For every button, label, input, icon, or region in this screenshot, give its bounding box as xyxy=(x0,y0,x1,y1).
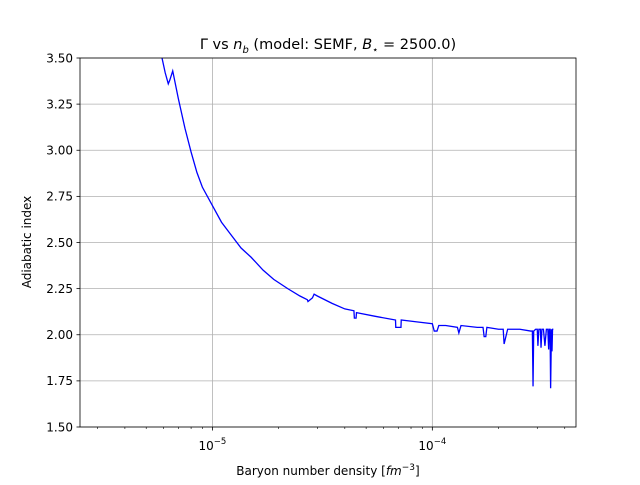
axis-ticks: 1.50 1.75 2.00 2.25 2.50 2.75 3.00 3.25 3.50 10−5… xyxy=(46,51,566,453)
y-axis-label: Adiabatic index xyxy=(20,196,34,289)
y-tick-label: 2.00 xyxy=(46,328,73,342)
x-tick-label: 10−4 xyxy=(418,437,446,453)
title-vs: vs xyxy=(208,37,233,53)
title-b: B xyxy=(362,37,372,53)
y-tick-label: 1.50 xyxy=(46,420,73,434)
x-label-close: ] xyxy=(415,464,420,478)
x-label-unit: fm xyxy=(386,464,402,478)
title-n: n xyxy=(233,37,242,53)
y-tick-label: 2.75 xyxy=(46,190,73,204)
title-gamma: Γ xyxy=(200,37,208,53)
x-label-exponent: −3 xyxy=(402,463,415,473)
plot-area xyxy=(161,58,554,389)
x-axis-label: Baryon number density [fm−3] xyxy=(236,463,419,478)
title-n-subscript: b xyxy=(242,45,248,56)
series-line xyxy=(161,58,554,389)
x-label-text: Baryon number density [ xyxy=(236,464,386,478)
y-tick-label: 2.50 xyxy=(46,236,73,250)
y-tick-label: 2.25 xyxy=(46,282,73,296)
chart-title: Γ vs nb (model: SEMF, B⋆ = 2500.0) xyxy=(200,37,456,56)
title-model: (model: SEMF, xyxy=(249,37,362,53)
y-tick-label: 1.75 xyxy=(46,374,73,388)
x-tick-label: 10−5 xyxy=(199,437,227,453)
y-tick-label: 3.25 xyxy=(46,97,73,111)
plot-frame xyxy=(79,57,577,428)
title-b-subscript: ⋆ xyxy=(372,45,378,56)
y-tick-label: 3.50 xyxy=(46,51,73,65)
y-tick-label: 3.00 xyxy=(46,144,73,158)
title-value: = 2500.0) xyxy=(378,37,456,53)
